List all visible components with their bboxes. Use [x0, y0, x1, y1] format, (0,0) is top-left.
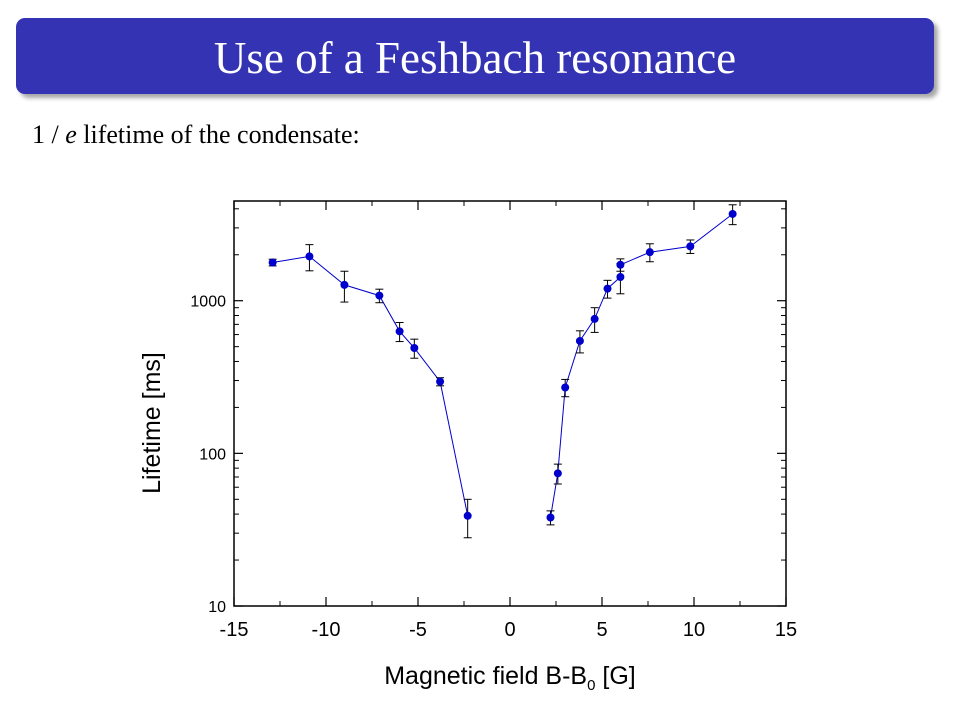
data-point: [575, 336, 584, 345]
x-tick-label: -5: [409, 619, 427, 641]
x-tick-label: -10: [312, 619, 341, 641]
x-tick-label: 15: [775, 619, 797, 641]
x-tick-label: 5: [596, 619, 607, 641]
x-axis-title-unit: [G]: [595, 662, 635, 690]
x-tick-label: 10: [683, 619, 705, 641]
axis-ticks: -15 -10 -5 0 5 10 15 10 100 1000: [190, 201, 797, 641]
data-point: [305, 252, 314, 261]
series-line: [550, 213, 733, 518]
x-axis-title-subscript: 0: [587, 677, 595, 694]
y-tick-label: 100: [199, 446, 226, 463]
data-point: [410, 343, 419, 352]
data-point: [340, 280, 349, 289]
y-tick-label: 10: [208, 599, 226, 616]
data-point: [616, 272, 625, 281]
y-axis-title: Lifetime [ms]: [138, 352, 166, 494]
slide-title: Use of a Feshbach resonance: [213, 33, 737, 83]
plot-border: [233, 200, 787, 607]
data-point: [728, 209, 737, 218]
data-series: [268, 204, 737, 539]
series-1: [268, 244, 472, 539]
title-bar: Use of a Feshbach resonance: [16, 18, 934, 94]
data-point: [395, 327, 404, 336]
data-point: [553, 469, 562, 478]
data-point: [546, 513, 555, 522]
x-tick-label: -15: [220, 619, 249, 641]
data-point: [590, 314, 599, 323]
subtitle-italic: e: [65, 120, 77, 149]
x-axis-title: Magnetic field B-B0 [G]: [384, 662, 636, 694]
x-axis-title-main: Magnetic field B-B: [384, 662, 587, 690]
slide-subtitle: 1 / e lifetime of the condensate:: [32, 120, 360, 150]
data-point: [268, 258, 277, 267]
x-tick-label: 0: [504, 619, 515, 641]
data-point: [603, 284, 612, 293]
data-point: [463, 511, 472, 520]
data-point: [375, 291, 384, 300]
series-2: [546, 204, 737, 526]
data-point: [561, 383, 570, 392]
data-point: [686, 242, 695, 251]
series-line: [272, 255, 469, 516]
data-point: [616, 260, 625, 269]
data-point: [436, 377, 445, 386]
y-tick-label: 1000: [190, 294, 226, 311]
plot-frame: [233, 200, 787, 607]
subtitle-suffix: lifetime of the condensate:: [76, 120, 360, 149]
subtitle-prefix: 1 /: [32, 120, 66, 149]
data-point: [645, 248, 654, 257]
